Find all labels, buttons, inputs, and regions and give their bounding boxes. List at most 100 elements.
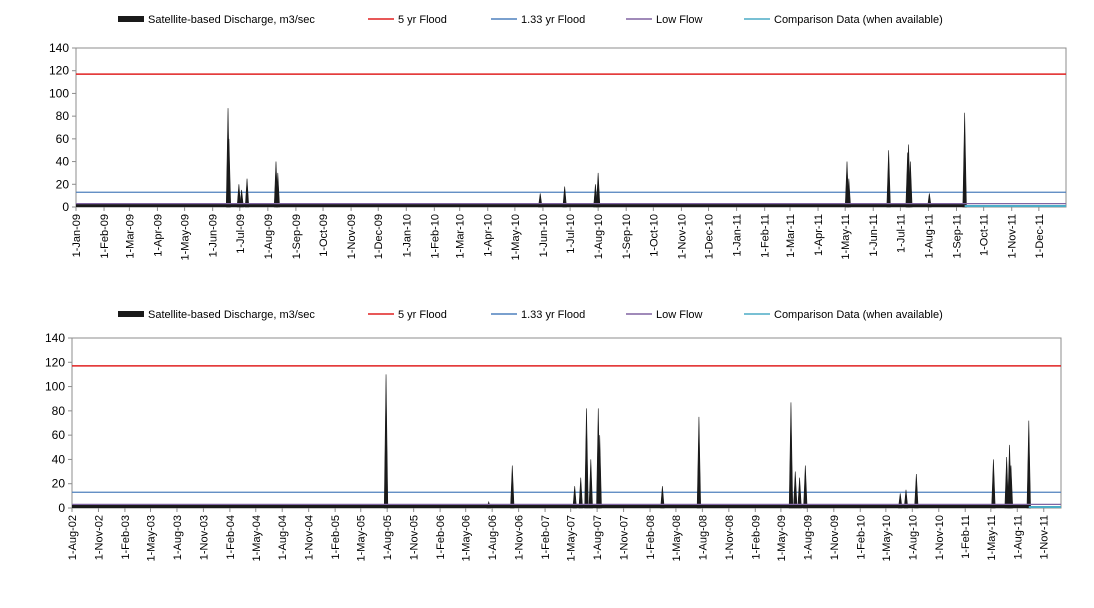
discharge-peak: [788, 402, 794, 509]
x-tick-label: 1-Nov-03: [198, 515, 210, 560]
discharge-peak: [793, 471, 798, 509]
x-tick-label: 1-Nov-11: [1007, 214, 1019, 258]
legend-item: 1.33 yr Flood: [491, 14, 585, 26]
x-tick-label: 1-May-05: [356, 515, 368, 561]
legend-label: Satellite-based Discharge, m3/sec: [148, 14, 315, 26]
x-tick-label: 1-Mar-11: [785, 214, 797, 258]
x-tick-label: 1-Feb-03: [120, 515, 132, 560]
x-tick-label: 1-Nov-07: [619, 515, 631, 560]
x-tick-label: 1-Apr-09: [152, 214, 164, 257]
x-tick-label: 1-May-09: [776, 515, 788, 561]
x-tick-label: 1-Sep-10: [621, 214, 633, 259]
legend: Satellite-based Discharge, m3/sec 5 yr Fl…: [118, 14, 943, 26]
y-tick-label: 60: [52, 428, 66, 442]
x-tick-label: 1-Aug-11: [923, 214, 935, 258]
y-tick-label: 40: [56, 155, 70, 169]
x-tick-label: 1-Oct-09: [318, 214, 330, 257]
x-tick-label: 1-Mar-10: [455, 214, 467, 259]
discharge-baseline: [72, 504, 1029, 508]
x-tick-label: 1-Feb-04: [225, 515, 237, 560]
discharge-peak: [914, 473, 919, 509]
x-tick-label: 1-Jul-10: [565, 214, 577, 254]
x-tick-label: 1-Nov-05: [409, 515, 421, 560]
legend-item: Low Flow: [626, 14, 703, 26]
legend-label: Comparison Data (when available): [774, 309, 943, 321]
x-tick-label: 1-Feb-09: [99, 214, 111, 259]
x-tick-label: 1-May-10: [881, 515, 893, 561]
y-tick-label: 0: [62, 200, 69, 214]
x-tick-label: 1-Dec-09: [373, 214, 385, 259]
discharge-chart-2009-2011: Satellite-based Discharge, m3/sec 5 yr Fl…: [49, 14, 1067, 260]
y-tick-label: 60: [56, 132, 70, 146]
x-tick-label: 1-May-03: [146, 515, 158, 561]
x-tick-label: 1-Jan-09: [71, 214, 83, 257]
discharge-peak: [660, 486, 665, 509]
x-tick-label: 1-Aug-02: [67, 515, 79, 560]
x-tick-label: 1-May-11: [986, 515, 998, 561]
x-tick-label: 1-May-04: [251, 515, 263, 561]
y-tick-label: 140: [45, 331, 65, 345]
legend-item: Satellite-based Discharge, m3/sec: [118, 309, 315, 321]
discharge-peak: [846, 178, 851, 208]
x-tick-label: 1-Aug-05: [382, 515, 394, 560]
x-tick-label: 1-Aug-08: [697, 515, 709, 560]
discharge-peak: [903, 489, 909, 509]
discharge-peak: [562, 186, 567, 208]
x-tick-label: 1-Feb-10: [855, 515, 867, 560]
x-tick-label: 1-Feb-08: [645, 515, 657, 560]
legend-swatch: [118, 311, 144, 317]
x-tick-label: 1-Feb-10: [429, 214, 441, 259]
x-tick-label: 1-Nov-10: [934, 515, 946, 560]
x-tick-label: 1-Feb-09: [750, 515, 762, 560]
discharge-peak: [275, 172, 280, 208]
discharge-chart-2002-2011: Satellite-based Discharge, m3/sec 5 yr Fl…: [45, 309, 1062, 561]
x-tick-label: 1-Jun-11: [868, 214, 880, 257]
discharge-peak: [962, 112, 967, 208]
x-tick-label: 1-Nov-10: [676, 214, 688, 259]
y-tick-label: 120: [45, 355, 65, 369]
x-tick-label: 1-Nov-02: [93, 515, 105, 560]
discharge-peak: [886, 150, 891, 208]
x-tick-label: 1-Feb-06: [435, 515, 447, 560]
legend-item: Comparison Data (when available): [744, 309, 943, 321]
x-tick-label: 1-Sep-11: [952, 214, 964, 258]
discharge-peak: [486, 500, 491, 509]
y-tick-label: 80: [56, 109, 70, 123]
x-tick-label: 1-Aug-10: [907, 515, 919, 560]
x-tick-label: 1-May-06: [461, 515, 473, 561]
x-tick-label: 1-Aug-09: [802, 515, 814, 560]
x-tick-label: 1-Nov-08: [724, 515, 736, 560]
y-tick-label: 0: [58, 501, 65, 515]
x-tick-label: 1-Oct-10: [648, 214, 660, 257]
discharge-peak: [236, 184, 242, 208]
x-tick-label: 1-Aug-06: [487, 515, 499, 560]
legend-label: Comparison Data (when available): [774, 14, 943, 26]
legend-label: 1.33 yr Flood: [521, 14, 585, 26]
legend-item: Satellite-based Discharge, m3/sec: [118, 14, 315, 26]
discharge-peak: [1004, 456, 1009, 509]
legend-item: 5 yr Flood: [368, 309, 447, 321]
x-tick-label: 1-Aug-07: [592, 515, 604, 560]
x-tick-label: 1-Dec-11: [1034, 214, 1046, 258]
x-tick-label: 1-Jan-10: [401, 214, 413, 257]
x-tick-label: 1-Jun-09: [208, 214, 220, 257]
y-tick-label: 100: [45, 380, 65, 394]
legend-item: 1.33 yr Flood: [491, 309, 585, 321]
x-tick-label: 1-Nov-06: [514, 515, 526, 560]
plot-area: [71, 337, 1062, 509]
y-tick-label: 40: [52, 452, 66, 466]
x-tick-label: 1-Jan-11: [732, 214, 744, 257]
x-tick-label: 1-May-09: [180, 214, 192, 260]
x-tick-label: 1-Feb-07: [540, 515, 552, 560]
x-tick-label: 1-May-08: [671, 515, 683, 561]
discharge-peak: [596, 172, 601, 208]
x-tick-label: 1-Dec-10: [704, 214, 716, 259]
x-tick-label: 1-May-10: [510, 214, 522, 260]
discharge-peak: [226, 138, 232, 208]
y-tick-label: 100: [49, 86, 69, 100]
discharge-peak: [597, 435, 602, 509]
legend-label: 1.33 yr Flood: [521, 309, 585, 321]
discharge-peaks: [383, 374, 1031, 509]
discharge-peak: [239, 189, 244, 208]
x-tick-label: 1-Aug-11: [1012, 515, 1024, 559]
